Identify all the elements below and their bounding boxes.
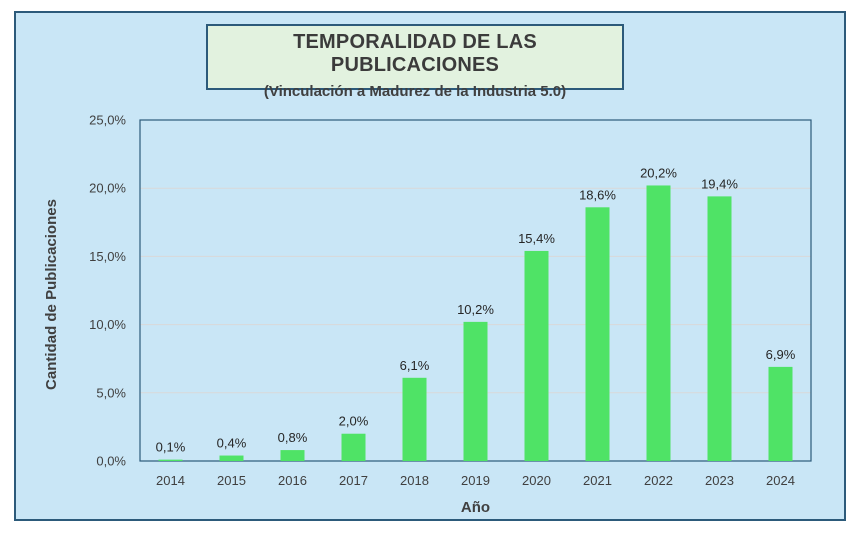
data-label-2018: 6,1% xyxy=(400,358,430,373)
y-tick-label: 20,0% xyxy=(89,181,126,196)
chart-subtitle: (Vinculación a Madurez de la Industria 5… xyxy=(263,83,567,100)
x-tick-label: 2015 xyxy=(217,473,246,488)
y-tick-label: 15,0% xyxy=(89,249,126,264)
x-axis-title: Año xyxy=(461,499,490,516)
data-label-2014: 0,1% xyxy=(156,440,186,455)
bar-2021 xyxy=(585,207,610,461)
x-tick-label: 2020 xyxy=(522,473,551,488)
data-labels: 0,1% 0,4% 0,8% 2,0% 6,1% 10,2% 15,4% 18,6% 20,2%… xyxy=(156,165,796,454)
data-label-2021: 18,6% xyxy=(579,187,616,202)
x-axis-ticks: 2014 2015 2016 2017 2018 2019 2020 2021 2022 2023… xyxy=(156,473,795,488)
x-tick-label: 2016 xyxy=(278,473,307,488)
data-label-2019: 10,2% xyxy=(457,302,494,317)
x-tick-label: 2018 xyxy=(400,473,429,488)
bar-2014 xyxy=(158,459,183,461)
data-label-2022: 20,2% xyxy=(640,165,677,180)
x-tick-label: 2014 xyxy=(156,473,185,488)
bar-2020 xyxy=(524,250,549,461)
bar-2018 xyxy=(402,377,427,461)
x-tick-label: 2017 xyxy=(339,473,368,488)
y-tick-label: 25,0% xyxy=(89,113,126,128)
y-tick-label: 5,0% xyxy=(96,385,126,400)
x-tick-label: 2019 xyxy=(461,473,490,488)
bar-2016 xyxy=(280,450,305,461)
bars xyxy=(158,185,793,462)
bar-2023 xyxy=(707,196,732,461)
gridlines xyxy=(140,187,811,394)
data-label-2016: 0,8% xyxy=(278,430,308,445)
x-tick-label: 2024 xyxy=(766,473,795,488)
data-label-2023: 19,4% xyxy=(701,176,738,191)
y-tick-label: 10,0% xyxy=(89,317,126,332)
x-tick-label: 2021 xyxy=(583,473,612,488)
y-tick-label: 0,0% xyxy=(96,454,126,469)
bar-2015 xyxy=(219,455,244,461)
chart-title-box: TEMPORALIDAD DE LAS PUBLICACIONES (Vincu… xyxy=(206,24,624,100)
data-label-2024: 6,9% xyxy=(766,347,796,362)
bar-2019 xyxy=(463,321,488,461)
data-label-2020: 15,4% xyxy=(518,231,555,246)
data-label-2017: 2,0% xyxy=(339,414,369,429)
bar-2024 xyxy=(768,366,793,461)
chart-frame xyxy=(14,11,846,521)
bar-2017 xyxy=(341,433,366,461)
chart-title: TEMPORALIDAD DE LAS PUBLICACIONES xyxy=(293,31,537,76)
x-tick-label: 2022 xyxy=(644,473,673,488)
bar-2022 xyxy=(646,185,671,462)
data-label-2015: 0,4% xyxy=(217,436,247,451)
y-axis-ticks: 0,0% 5,0% 10,0% 15,0% 20,0% 25,0% xyxy=(89,113,126,469)
y-axis-title: Cantidad de Publicaciones xyxy=(43,199,60,390)
x-tick-label: 2023 xyxy=(705,473,734,488)
